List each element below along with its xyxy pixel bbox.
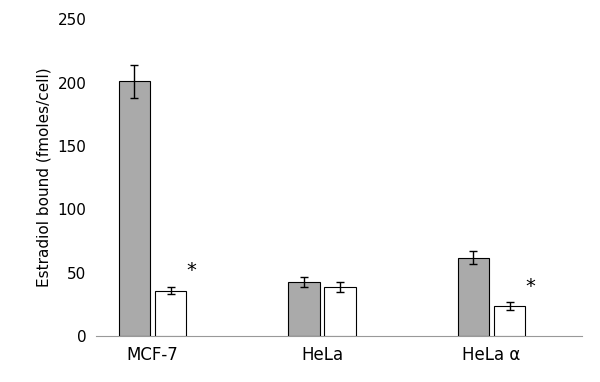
Y-axis label: Estradiol bound (fmoles/cell): Estradiol bound (fmoles/cell): [37, 68, 52, 287]
Bar: [458, 257, 490, 336]
Bar: [494, 306, 526, 336]
Bar: [155, 290, 187, 336]
Bar: [119, 81, 150, 336]
Text: *: *: [186, 261, 196, 280]
Bar: [325, 287, 356, 336]
Bar: [288, 282, 320, 336]
Text: *: *: [525, 277, 535, 296]
